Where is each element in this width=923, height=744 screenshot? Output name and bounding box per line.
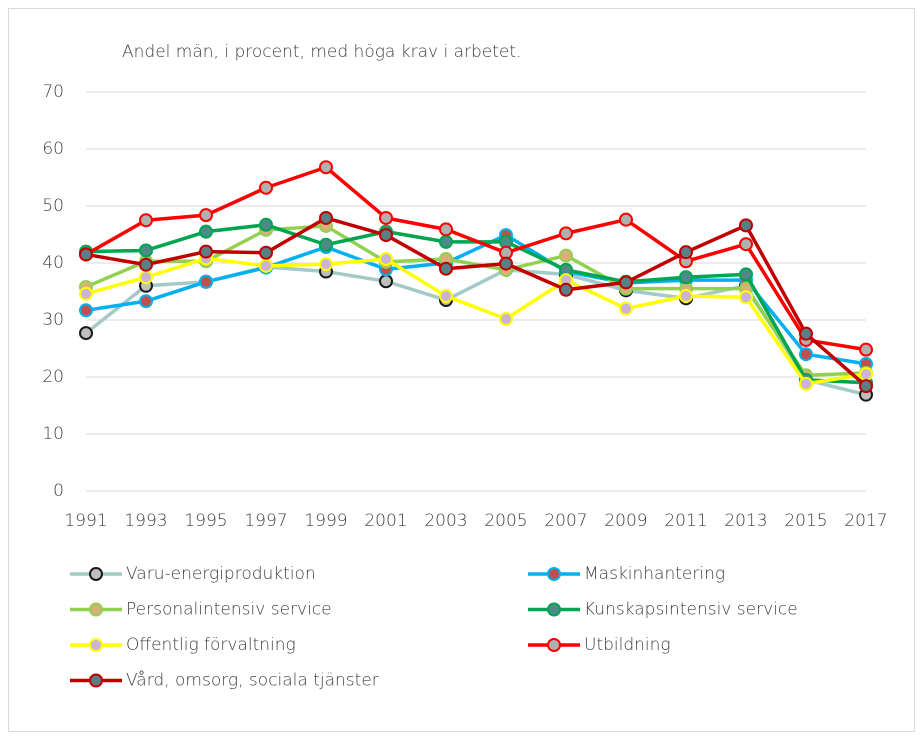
data-point bbox=[439, 289, 453, 304]
x-tick-label: 2001 bbox=[364, 511, 407, 531]
legend-marker bbox=[547, 638, 561, 652]
legend-label: Offentlig förvaltning bbox=[126, 635, 296, 655]
x-tick-label: 1993 bbox=[124, 511, 167, 531]
data-point bbox=[379, 228, 393, 243]
data-point bbox=[319, 237, 333, 252]
data-point bbox=[499, 311, 513, 326]
y-tick-label: 20 bbox=[42, 367, 64, 387]
data-point bbox=[559, 248, 573, 263]
x-tick-label: 2005 bbox=[484, 511, 527, 531]
y-tick-label: 10 bbox=[42, 424, 64, 444]
y-tick-label: 0 bbox=[53, 481, 64, 501]
data-point bbox=[79, 303, 93, 318]
legend-marker bbox=[547, 602, 561, 617]
legend-label: Kunskapsintensiv service bbox=[584, 600, 798, 620]
x-tick-label: 1991 bbox=[64, 511, 107, 531]
data-point bbox=[739, 237, 753, 252]
data-point bbox=[739, 218, 753, 233]
data-point bbox=[259, 258, 273, 273]
data-point bbox=[439, 234, 453, 249]
data-point bbox=[199, 208, 213, 223]
data-point bbox=[679, 289, 693, 304]
legend-marker bbox=[89, 567, 103, 581]
data-point bbox=[259, 180, 273, 195]
series-line bbox=[85, 216, 868, 388]
data-point bbox=[679, 270, 693, 285]
data-point bbox=[199, 274, 213, 289]
data-point bbox=[619, 212, 633, 227]
data-point bbox=[379, 252, 393, 267]
legend-marker bbox=[89, 602, 103, 617]
data-point bbox=[139, 270, 153, 285]
legend-label: Utbildning bbox=[584, 635, 671, 655]
data-point bbox=[739, 290, 753, 305]
x-tick-label: 1997 bbox=[244, 511, 287, 531]
data-point bbox=[799, 326, 813, 341]
y-tick-label: 70 bbox=[42, 82, 64, 102]
data-point bbox=[559, 226, 573, 241]
x-tick-label: 2013 bbox=[724, 511, 767, 531]
data-point bbox=[319, 257, 333, 272]
legend-marker bbox=[89, 638, 103, 652]
data-point bbox=[259, 217, 273, 232]
data-point bbox=[679, 245, 693, 260]
data-point bbox=[379, 274, 393, 289]
data-point bbox=[799, 376, 813, 391]
legend-marker bbox=[547, 567, 561, 581]
y-tick-label: 50 bbox=[42, 196, 64, 216]
data-point bbox=[799, 347, 813, 362]
data-point bbox=[139, 213, 153, 228]
data-point bbox=[859, 367, 873, 382]
data-point bbox=[499, 256, 513, 271]
legend-label: Personalintensiv service bbox=[126, 600, 332, 620]
data-point bbox=[79, 247, 93, 262]
data-point bbox=[319, 160, 333, 175]
data-point bbox=[199, 224, 213, 239]
x-tick-label: 1999 bbox=[304, 511, 347, 531]
series-line bbox=[85, 256, 867, 386]
data-point bbox=[139, 257, 153, 272]
legend-label: Maskinhantering bbox=[584, 564, 725, 584]
chart-title: Andel män, i procent, med höga krav i ar… bbox=[122, 42, 521, 62]
legend-label: Vård, omsorg, sociala tjänster bbox=[126, 670, 379, 691]
legend-marker bbox=[89, 673, 103, 688]
series-line bbox=[85, 233, 867, 366]
data-point bbox=[559, 282, 573, 297]
y-tick-label: 30 bbox=[42, 310, 64, 330]
data-point bbox=[439, 261, 453, 276]
y-tick-label: 40 bbox=[42, 253, 64, 273]
data-point bbox=[859, 342, 873, 357]
data-point bbox=[139, 243, 153, 258]
x-tick-label: 2011 bbox=[664, 511, 707, 531]
chart-frame bbox=[8, 8, 915, 732]
x-tick-label: 1995 bbox=[184, 511, 227, 531]
data-point bbox=[319, 210, 333, 225]
data-point bbox=[439, 222, 453, 237]
x-tick-label: 2017 bbox=[844, 511, 887, 531]
legend-label: Varu-energiproduktion bbox=[126, 564, 316, 584]
x-tick-label: 2007 bbox=[544, 511, 587, 531]
data-point bbox=[199, 244, 213, 259]
x-tick-label: 2009 bbox=[604, 511, 647, 531]
data-point bbox=[619, 301, 633, 316]
data-point bbox=[79, 286, 93, 301]
data-point bbox=[379, 210, 393, 225]
x-tick-label: 2003 bbox=[424, 511, 467, 531]
series-line bbox=[85, 165, 867, 352]
data-point bbox=[859, 379, 873, 394]
data-point bbox=[619, 275, 633, 290]
y-tick-label: 60 bbox=[42, 139, 64, 159]
data-point bbox=[79, 326, 93, 341]
x-tick-label: 2015 bbox=[784, 511, 827, 531]
data-point bbox=[259, 245, 273, 260]
data-point bbox=[139, 294, 153, 309]
data-point bbox=[739, 267, 753, 282]
